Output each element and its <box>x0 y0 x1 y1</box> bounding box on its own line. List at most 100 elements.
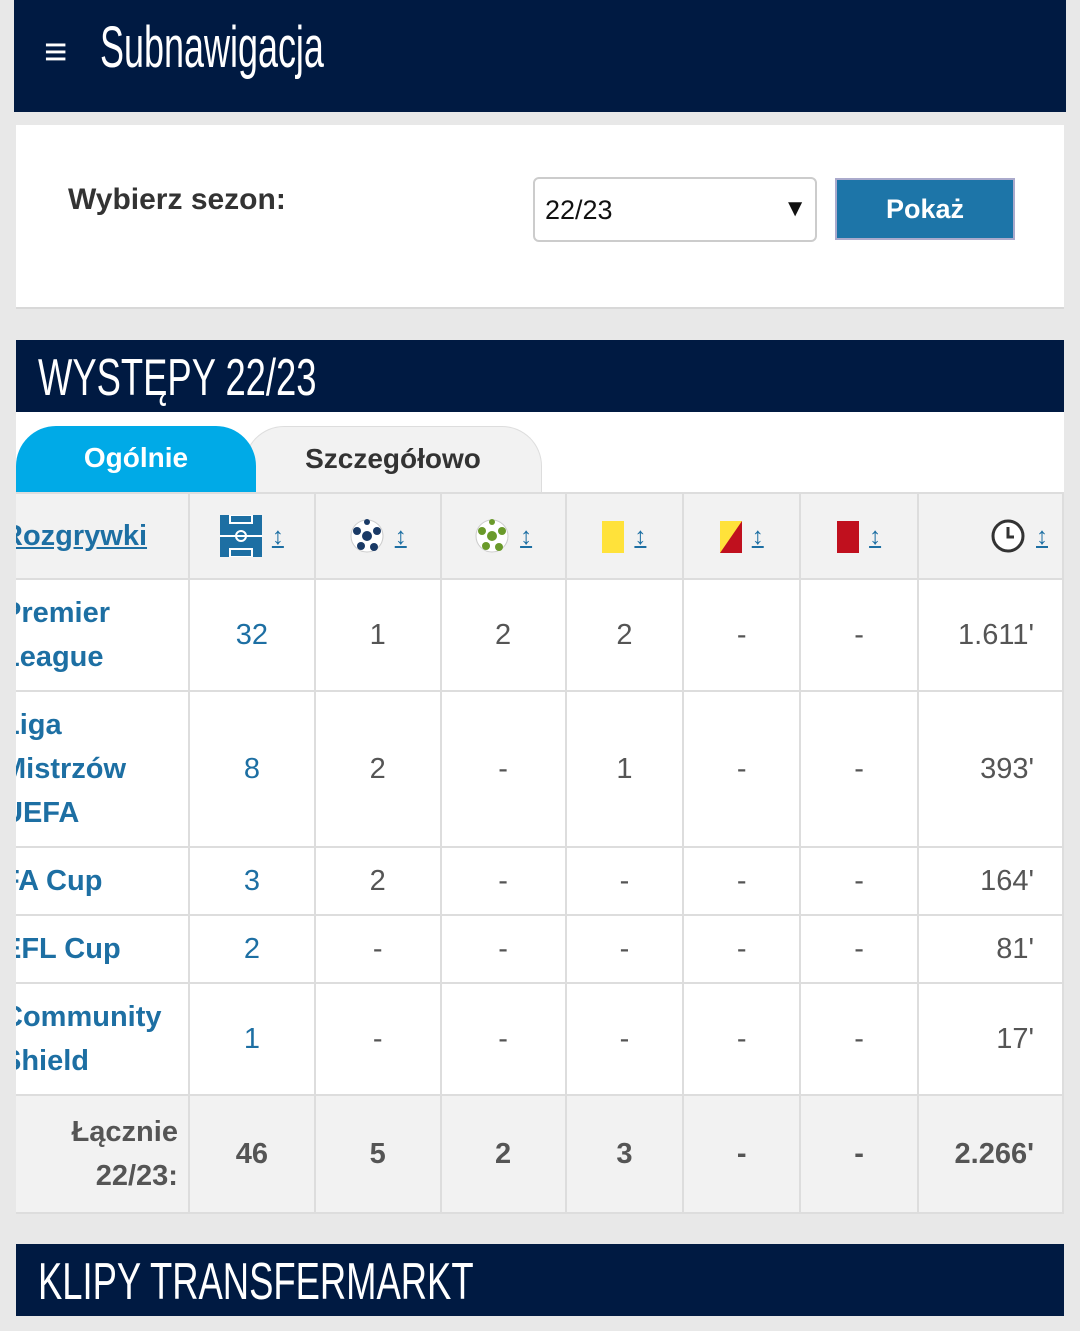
stat-cell: 81' <box>917 914 1064 984</box>
stat-cell[interactable]: 8 <box>187 690 316 848</box>
season-selector-panel: Wybierz sezon: 22/23 ▼ Pokaż <box>16 125 1064 309</box>
hamburger-icon[interactable]: ≡ <box>44 30 68 74</box>
total-appearances: 46 <box>187 1094 316 1214</box>
sort-icon[interactable]: ↕ <box>634 523 647 551</box>
season-selected-value: 22/23 <box>545 195 613 225</box>
table-row: PremierLeague32122--1.611' <box>16 578 1064 692</box>
clips-title: KLIPY TRANSFERMARKT <box>38 1253 474 1311</box>
season-select[interactable]: 22/23 ▼ <box>533 177 817 242</box>
stat-cell: - <box>682 578 802 692</box>
stat-cell: - <box>682 982 802 1096</box>
stat-cell: - <box>439 914 567 984</box>
column-goals[interactable]: ↕ <box>313 492 442 580</box>
stat-cell: - <box>564 846 685 916</box>
competition-name-line[interactable]: EFL Cup <box>16 933 121 965</box>
total-label: Łącznie 22/23: <box>16 1094 190 1214</box>
stat-cell: - <box>799 578 919 692</box>
competition-link[interactable]: Liga Mistrzów UEFA <box>16 690 190 848</box>
stat-cell: - <box>313 914 442 984</box>
stat-cell: - <box>799 914 919 984</box>
column-yellow-cards[interactable]: ↕ <box>564 492 685 580</box>
stat-cell: - <box>439 982 567 1096</box>
yellow-card-icon <box>602 520 625 553</box>
total-row: Łącznie 22/23: 46 5 2 3 - - 2.266' <box>16 1094 1064 1214</box>
stat-cell: 2 <box>313 690 442 848</box>
stat-cell: - <box>682 914 802 984</box>
competition-name-line[interactable]: Mistrzów <box>16 753 127 785</box>
stat-cell: 1 <box>313 578 442 692</box>
sort-icon[interactable]: ↕ <box>751 523 764 551</box>
tab-detailed[interactable]: Szczegółowo <box>244 426 542 492</box>
stat-cell: - <box>799 690 919 848</box>
appearances-title: WYSTĘPY 22/23 <box>38 349 317 407</box>
competition-name-line[interactable]: Shield <box>16 1045 90 1077</box>
stat-cell: 393' <box>917 690 1064 848</box>
competition-link[interactable]: Community Shield <box>16 982 190 1096</box>
show-button[interactable]: Pokaż <box>835 178 1015 240</box>
table-row: CommunityShield1-----17' <box>16 982 1064 1096</box>
table-row: LigaMistrzówUEFA82-1--393' <box>16 690 1064 848</box>
competition-name-line[interactable]: Liga <box>16 709 62 741</box>
column-yellow-red-cards[interactable]: ↕ <box>682 492 802 580</box>
sort-icon[interactable]: ↕ <box>394 522 407 550</box>
sort-icon[interactable]: ↕ <box>520 522 533 550</box>
stat-cell: 1 <box>564 690 685 848</box>
appearances-panel: WYSTĘPY 22/23 Szczegółowo Ogólnie Rozgry… <box>16 340 1064 1214</box>
competition-name-line[interactable]: FA Cup <box>16 865 103 897</box>
appearances-table: Rozgrywki ↕ ↕ ↕ ↕ ↕ ↕ ↕ PremierLeague321… <box>16 492 1064 1214</box>
competition-sort-link[interactable]: Rozgrywki <box>16 519 148 552</box>
column-minutes[interactable]: ↕ <box>917 492 1064 580</box>
stat-cell: 164' <box>917 846 1064 916</box>
pitch-icon <box>219 515 262 557</box>
subnav-title[interactable]: Subnawigacja <box>100 15 324 80</box>
column-competition[interactable]: Rozgrywki <box>16 492 190 580</box>
competition-link[interactable]: FA Cup <box>16 846 190 916</box>
stat-cell[interactable]: 1 <box>187 982 316 1096</box>
tab-overall[interactable]: Ogólnie <box>16 426 256 492</box>
stat-cell: - <box>564 914 685 984</box>
table-header-row: Rozgrywki ↕ ↕ ↕ ↕ ↕ ↕ ↕ <box>16 492 1064 580</box>
stat-cell[interactable]: 3 <box>187 846 316 916</box>
stat-cell: 2 <box>439 578 567 692</box>
competition-name-line[interactable]: League <box>16 641 104 673</box>
goal-ball-icon <box>350 519 384 553</box>
stat-cell: 2 <box>564 578 685 692</box>
sort-icon[interactable]: ↕ <box>869 523 882 551</box>
yellow-red-card-icon <box>719 520 742 553</box>
subnavigation-bar[interactable]: ≡ Subnawigacja <box>14 0 1066 112</box>
stat-cell: - <box>799 982 919 1096</box>
appearances-header: WYSTĘPY 22/23 <box>16 340 1064 412</box>
stat-cell: - <box>313 982 442 1096</box>
column-appearances[interactable]: ↕ <box>187 492 316 580</box>
chevron-down-icon: ▼ <box>783 195 807 222</box>
stat-cell: - <box>799 846 919 916</box>
total-yellow-red: - <box>682 1094 802 1214</box>
competition-name-line[interactable]: Premier <box>16 597 111 629</box>
stat-cell[interactable]: 2 <box>187 914 316 984</box>
total-assists: 2 <box>439 1094 567 1214</box>
stat-cell: - <box>564 982 685 1096</box>
stat-cell[interactable]: 32 <box>187 578 316 692</box>
column-red-cards[interactable]: ↕ <box>799 492 919 580</box>
stat-cell: 17' <box>917 982 1064 1096</box>
total-yellow: 3 <box>564 1094 685 1214</box>
column-assists[interactable]: ↕ <box>439 492 567 580</box>
stat-cell: - <box>682 846 802 916</box>
clock-icon <box>991 519 1025 553</box>
total-goals: 5 <box>313 1094 442 1214</box>
sort-icon[interactable]: ↕ <box>271 522 284 550</box>
stat-cell: - <box>682 690 802 848</box>
clips-header: KLIPY TRANSFERMARKT <box>16 1244 1064 1316</box>
competition-link[interactable]: Premier League <box>16 578 190 692</box>
stat-cell: 1.611' <box>917 578 1064 692</box>
total-minutes: 2.266' <box>917 1094 1064 1214</box>
assist-ball-icon <box>475 519 509 553</box>
total-red: - <box>799 1094 919 1214</box>
competition-link[interactable]: EFL Cup <box>16 914 190 984</box>
stat-cell: 2 <box>313 846 442 916</box>
sort-icon[interactable]: ↕ <box>1036 522 1048 550</box>
competition-name-line[interactable]: UEFA <box>16 797 80 829</box>
competition-name-line[interactable]: Community <box>16 1001 162 1033</box>
